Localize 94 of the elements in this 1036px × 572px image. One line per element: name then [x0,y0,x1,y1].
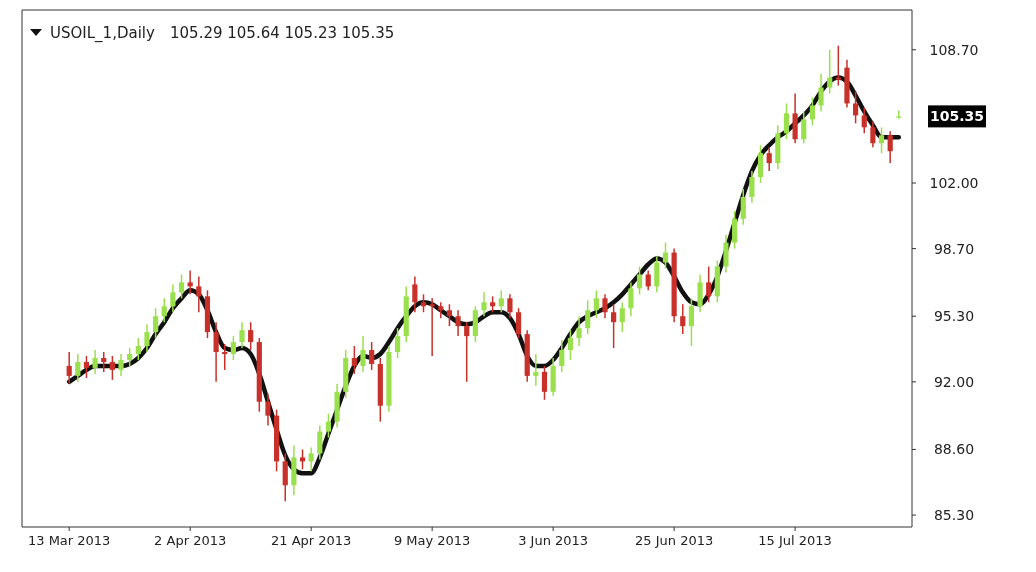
x-tick-label: 2 Apr 2013 [154,533,227,548]
candlestick [455,309,461,337]
candlestick [740,188,746,226]
candlestick [645,269,651,292]
candlestick [827,49,833,95]
candlestick [135,337,141,361]
candlestick [507,293,513,319]
candlestick [109,355,115,381]
text: USOIL_1,Daily [50,24,155,43]
y-tick-label: 102.00 [929,174,979,191]
y-tick-label: 108.70 [929,41,979,58]
candlestick [749,170,755,204]
candlestick [248,321,254,351]
candlestick [438,301,444,319]
candlestick [732,210,738,250]
candlestick [360,335,366,373]
candlestick [801,110,807,144]
candlestick [75,353,81,383]
candlestick [896,109,902,120]
candlestick [481,291,487,317]
y-tick-label: 92.00 [933,373,975,390]
candlestick [308,446,314,473]
text: 105.35 [929,108,985,125]
candlestick [178,273,185,300]
candlestick [835,45,841,87]
candlestick [688,297,694,347]
candlestick [567,329,574,361]
candlestick [818,72,824,113]
x-tick-label: 13 Mar 2013 [27,533,111,548]
candlestick [654,255,660,294]
candlestick [783,102,790,140]
candlestick [706,265,712,304]
candlestick [92,349,98,375]
y-tick-label: 85.30 [933,506,975,523]
candlestick [265,393,271,427]
candlestick [161,297,167,323]
candlestick [66,351,72,385]
candlestick [369,341,375,371]
candlestick [611,303,617,349]
candlestick [576,315,582,347]
x-tick-label: 15 Jul 2013 [758,533,832,548]
candlestick [870,120,876,148]
candlestick [239,321,245,349]
candlestick [628,281,634,317]
y-tick-label: 98.70 [933,240,975,257]
candlestick [101,351,107,373]
candlestick [766,146,772,172]
candlestick [662,241,669,270]
candlestick [533,353,539,387]
candlestick [602,293,608,319]
candlestick [636,265,643,296]
candlestick [196,275,202,313]
candlestick [83,355,90,379]
candlestick [680,303,686,335]
candlestick [878,126,885,154]
y-tick-label: 88.60 [933,441,975,458]
candlestick [144,323,150,353]
candlestick [446,303,453,327]
x-tick-label: 25 Jun 2013 [635,533,714,548]
candlestick [853,90,859,125]
candlestick [723,233,729,274]
candlestick [498,289,504,313]
candlestick [515,307,522,339]
candlestick [619,301,625,333]
candlestick [170,283,176,313]
candlestick [809,96,815,127]
candlestick [187,269,193,296]
candlestick [213,321,219,383]
candlestick [394,327,401,359]
candlestick [464,321,470,383]
candlestick [299,448,306,471]
candlestick [429,297,435,357]
x-tick-label: 3 Jun 2013 [518,533,589,548]
candlestick [222,343,228,371]
candlestick [585,299,591,335]
candlestick [118,353,124,377]
candlestick [541,365,548,401]
candlestick [351,345,357,375]
x-tick-label: 21 Apr 2013 [270,533,352,548]
candlestick [153,307,159,339]
text: 105.29 105.64 105.23 105.35 [170,24,395,42]
candlestick [697,273,703,313]
candlestick [282,452,288,502]
candlestick [412,275,418,313]
candlestick [317,424,323,461]
candlestick [757,144,764,184]
candlestick [559,339,565,373]
y-tick-label: 95.30 [933,308,975,325]
candlestick [887,130,893,164]
candlestick [230,335,236,361]
candlestick [593,289,599,319]
x-tick-label: 9 May 2013 [393,533,471,548]
candlestick [325,412,332,439]
candlestick [861,106,867,135]
